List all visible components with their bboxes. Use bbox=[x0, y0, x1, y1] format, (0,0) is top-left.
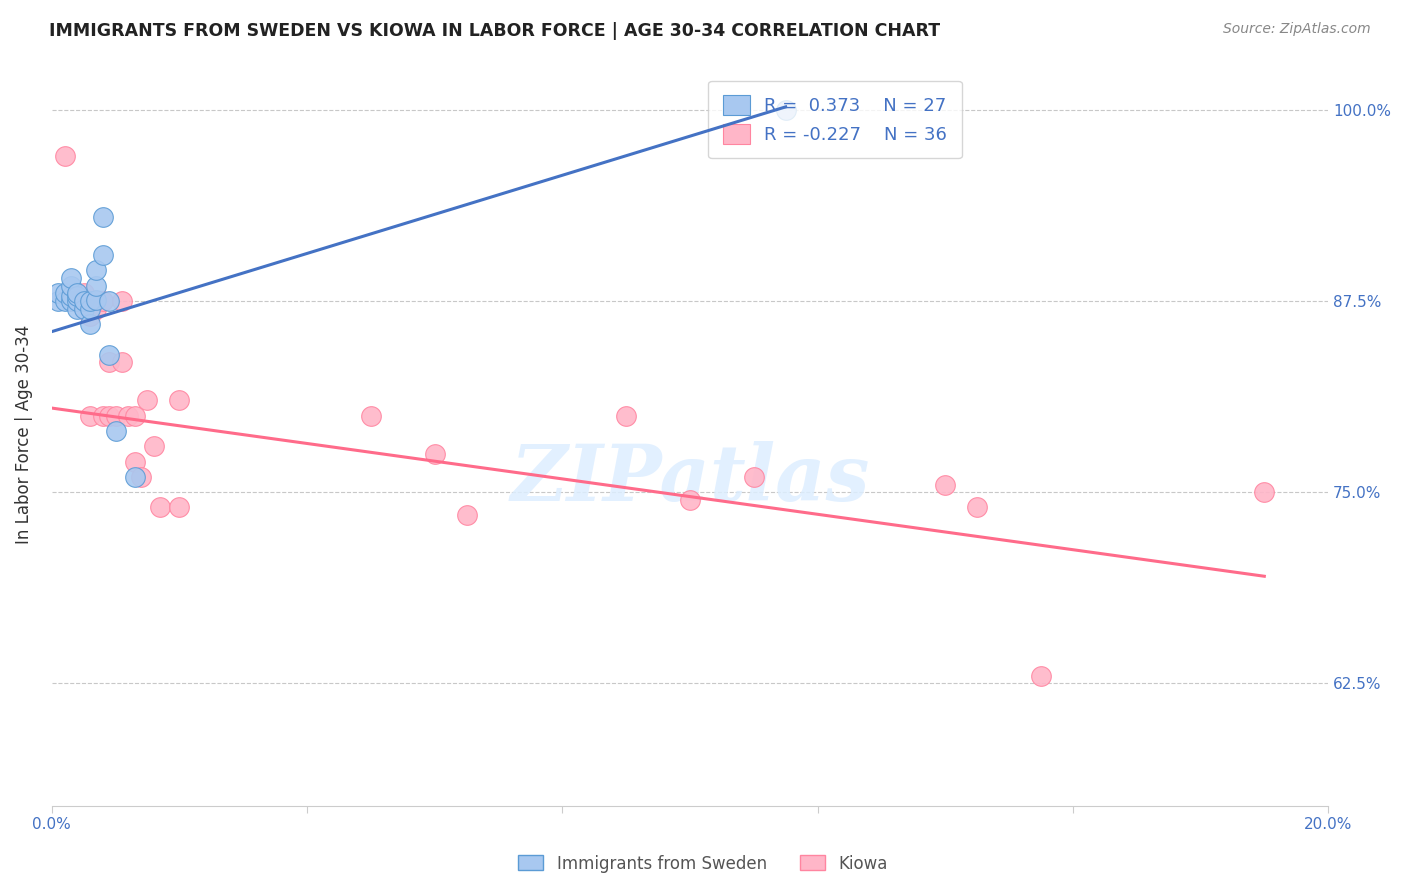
Point bbox=[59, 289, 82, 303]
Point bbox=[1253, 485, 1275, 500]
Point bbox=[142, 439, 165, 453]
Point bbox=[742, 470, 765, 484]
Point bbox=[124, 409, 146, 423]
Point bbox=[91, 409, 114, 423]
Point bbox=[53, 286, 76, 301]
Point bbox=[98, 355, 121, 369]
Point bbox=[73, 301, 96, 316]
Point bbox=[98, 409, 121, 423]
Point bbox=[79, 301, 101, 316]
Point bbox=[46, 293, 69, 308]
Point bbox=[98, 293, 121, 308]
Point bbox=[91, 248, 114, 262]
Point bbox=[679, 492, 702, 507]
Point bbox=[79, 317, 101, 331]
Point bbox=[934, 477, 956, 491]
Point bbox=[66, 293, 89, 308]
Point bbox=[73, 301, 96, 316]
Point bbox=[79, 409, 101, 423]
Point bbox=[73, 286, 96, 301]
Point bbox=[614, 409, 637, 423]
Point bbox=[79, 293, 101, 308]
Point bbox=[111, 293, 134, 308]
Point bbox=[149, 500, 172, 515]
Point bbox=[117, 409, 139, 423]
Point bbox=[53, 293, 76, 308]
Point bbox=[124, 454, 146, 468]
Point bbox=[360, 409, 382, 423]
Point bbox=[456, 508, 478, 522]
Point bbox=[111, 355, 134, 369]
Point bbox=[59, 278, 82, 293]
Point bbox=[53, 149, 76, 163]
Point bbox=[86, 278, 108, 293]
Point bbox=[91, 293, 114, 308]
Point bbox=[86, 293, 108, 308]
Point bbox=[129, 470, 152, 484]
Point bbox=[966, 500, 988, 515]
Legend: R =  0.373    N = 27, R = -0.227    N = 36: R = 0.373 N = 27, R = -0.227 N = 36 bbox=[709, 80, 962, 158]
Legend: Immigrants from Sweden, Kiowa: Immigrants from Sweden, Kiowa bbox=[512, 848, 894, 880]
Point bbox=[86, 263, 108, 277]
Point bbox=[91, 210, 114, 224]
Point bbox=[73, 293, 96, 308]
Point bbox=[104, 424, 127, 438]
Point bbox=[104, 409, 127, 423]
Point bbox=[169, 500, 191, 515]
Point bbox=[124, 470, 146, 484]
Point bbox=[66, 286, 89, 301]
Point bbox=[46, 286, 69, 301]
Point bbox=[775, 103, 797, 117]
Point bbox=[98, 347, 121, 361]
Point bbox=[136, 393, 159, 408]
Point bbox=[79, 301, 101, 316]
Point bbox=[79, 310, 101, 324]
Text: Source: ZipAtlas.com: Source: ZipAtlas.com bbox=[1223, 22, 1371, 37]
Point bbox=[59, 293, 82, 308]
Point bbox=[86, 301, 108, 316]
Text: IMMIGRANTS FROM SWEDEN VS KIOWA IN LABOR FORCE | AGE 30-34 CORRELATION CHART: IMMIGRANTS FROM SWEDEN VS KIOWA IN LABOR… bbox=[49, 22, 941, 40]
Point bbox=[169, 393, 191, 408]
Point bbox=[59, 271, 82, 285]
Point bbox=[59, 293, 82, 308]
Point bbox=[86, 293, 108, 307]
Point bbox=[1029, 668, 1052, 682]
Point bbox=[66, 293, 89, 308]
Point bbox=[423, 447, 446, 461]
Y-axis label: In Labor Force | Age 30-34: In Labor Force | Age 30-34 bbox=[15, 326, 32, 544]
Point bbox=[66, 289, 89, 303]
Point bbox=[66, 301, 89, 316]
Text: ZIPatlas: ZIPatlas bbox=[510, 441, 870, 517]
